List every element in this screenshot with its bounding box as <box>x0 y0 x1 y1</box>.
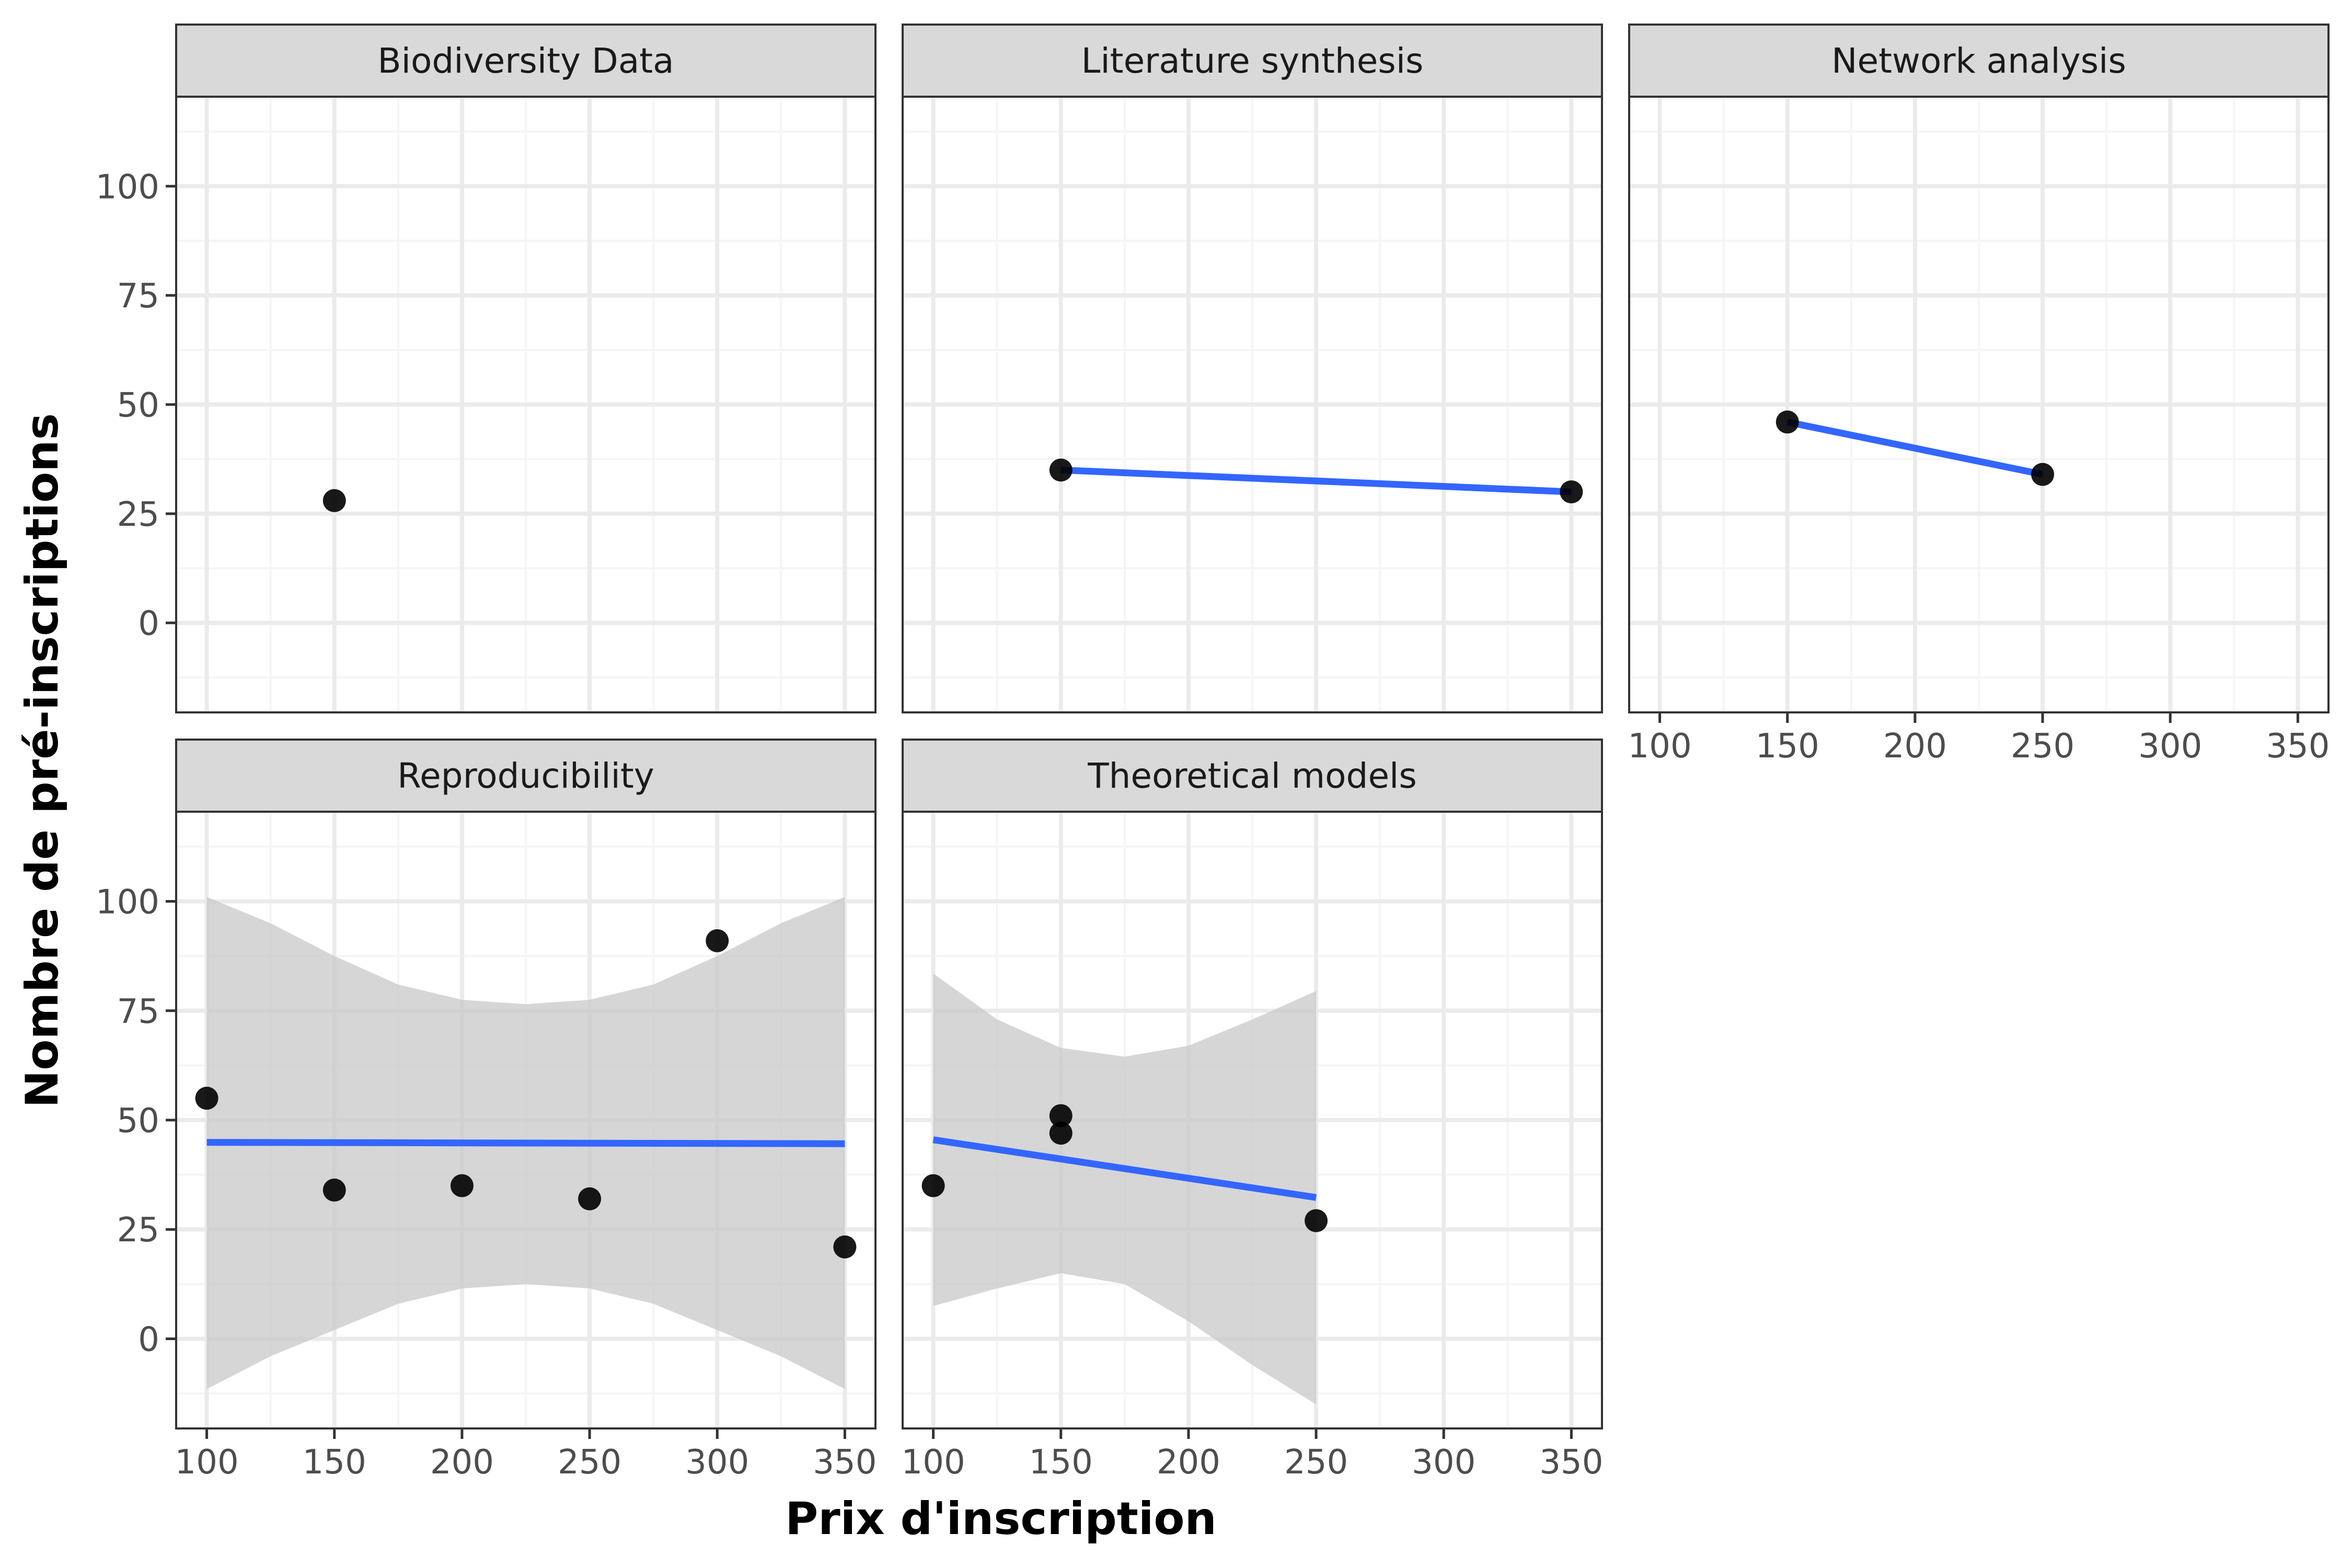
regression-line <box>932 1136 1317 1201</box>
y-tick-label: 0 <box>138 1320 159 1359</box>
facet-strip-label: Literature synthesis <box>1081 41 1424 81</box>
facet-panel: Reproducibility 0 25 50 75 100 100 150 200 250 300… <box>96 739 877 1482</box>
x-tick-label: 300 <box>685 1443 749 1482</box>
panels-layer: Biodiversity Data 0 25 50 75 100 Literature sy… <box>96 24 2330 1482</box>
facet-strip <box>902 24 1603 98</box>
facet-strip-label: Network analysis <box>1831 41 2126 81</box>
facet-panel: Literature synthesis <box>902 24 1603 713</box>
data-point <box>195 1087 218 1110</box>
y-tick-label: 75 <box>117 277 159 316</box>
x-tick-label: 250 <box>2011 727 2074 766</box>
facet-panel: Network analysis 100 150 200 250 300 350 <box>1628 24 2330 766</box>
confidence-band <box>933 973 1317 1404</box>
x-tick-label: 100 <box>1628 727 1692 766</box>
data-point <box>1560 480 1583 504</box>
y-tick-label: 25 <box>117 495 159 534</box>
data-point <box>2031 463 2055 486</box>
data-point <box>921 1174 945 1197</box>
x-tick-label: 300 <box>2138 727 2202 766</box>
x-tick-label: 300 <box>1412 1443 1475 1482</box>
x-tick-label: 200 <box>430 1443 494 1482</box>
x-tick-label: 200 <box>1157 1443 1220 1482</box>
facet-strip-label: Theoretical models <box>1087 756 1417 796</box>
data-point <box>1049 1122 1073 1145</box>
panel-content <box>1775 410 2055 486</box>
x-tick-label: 150 <box>303 1443 366 1482</box>
data-point <box>1049 458 1073 482</box>
data-point <box>578 1187 602 1210</box>
panel-content <box>921 973 1328 1404</box>
x-tick-label: 150 <box>1756 727 1819 766</box>
regression-line <box>1786 419 2044 478</box>
y-tick-label: 50 <box>117 386 159 425</box>
facet-panel: Theoretical models 100 150 200 250 300 350 <box>902 739 1603 1482</box>
facet-strip <box>175 739 877 813</box>
data-point <box>322 489 346 512</box>
x-tick-label: 200 <box>1883 727 1947 766</box>
data-point <box>450 1174 474 1197</box>
facet-strip <box>1628 24 2330 98</box>
data-point <box>833 1235 857 1259</box>
y-tick-label: 75 <box>117 993 159 1031</box>
data-point <box>1305 1209 1328 1232</box>
regression-line <box>1060 466 1572 495</box>
y-axis-title: Nombre de pré-inscriptions <box>16 413 68 1108</box>
panel-content <box>1049 458 1583 504</box>
x-tick-label: 100 <box>902 1443 965 1482</box>
x-tick-label: 250 <box>1284 1443 1348 1482</box>
facet-strip <box>175 24 877 98</box>
facet-strip-label: Biodiversity Data <box>377 41 674 81</box>
data-point <box>322 1178 346 1202</box>
x-tick-label: 100 <box>175 1443 239 1482</box>
facet-strip <box>902 739 1603 813</box>
data-point <box>706 929 729 952</box>
facet-strip-label: Reproducibility <box>397 756 654 796</box>
panel-content <box>322 489 346 512</box>
y-tick-label: 25 <box>117 1211 159 1250</box>
y-tick-label: 100 <box>96 168 159 206</box>
x-tick-label: 350 <box>813 1443 877 1482</box>
y-tick-label: 50 <box>117 1102 159 1140</box>
y-tick-label: 0 <box>138 605 159 643</box>
y-tick-label: 100 <box>96 883 159 922</box>
x-tick-label: 150 <box>1029 1443 1093 1482</box>
x-tick-label: 350 <box>2266 727 2330 766</box>
x-axis-title: Prix d'inscription <box>785 1493 1216 1545</box>
panel-content <box>195 897 857 1389</box>
x-tick-label: 350 <box>1539 1443 1603 1482</box>
data-point <box>1775 410 1799 434</box>
x-tick-label: 250 <box>558 1443 621 1482</box>
regression-line <box>206 1139 845 1147</box>
facet-panel: Biodiversity Data 0 25 50 75 100 <box>96 24 877 713</box>
data-point <box>1049 1104 1073 1127</box>
